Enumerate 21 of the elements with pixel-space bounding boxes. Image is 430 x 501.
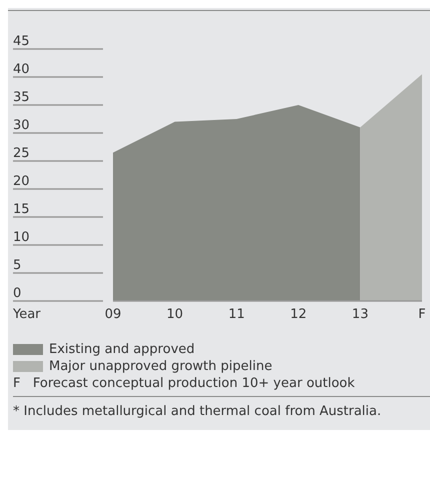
y-tick-label: 30 [13, 118, 30, 133]
legend-label: Major unapproved growth pipeline [49, 358, 272, 375]
text: F Forecast conceptual production 10+ year outlook [13, 375, 356, 392]
legend-label: Existing and approved [49, 341, 195, 358]
y-tick-label: 35 [13, 90, 30, 105]
x-axis-title: Year [13, 307, 41, 322]
x-tick-label: 11 [228, 307, 245, 322]
y-tick-label: 5 [13, 258, 22, 273]
x-tick-label: 13 [352, 307, 368, 322]
text: * Includes metallurgical and thermal coal from Australia. [13, 403, 382, 420]
y-tick-label: 10 [13, 230, 30, 245]
y-tick-label: 20 [13, 174, 30, 189]
y-tick-label: 15 [13, 202, 30, 217]
y-tick-label: 0 [13, 286, 22, 301]
x-tick-label: 10 [166, 307, 184, 322]
y-tick-label: 25 [13, 146, 30, 161]
x-tick-label: 09 [104, 307, 122, 322]
y-tick-label: 40 [13, 62, 30, 77]
x-tick-label: 12 [290, 307, 307, 322]
x-tick-label: F [418, 307, 426, 322]
y-tick-label: 45 [13, 34, 30, 49]
